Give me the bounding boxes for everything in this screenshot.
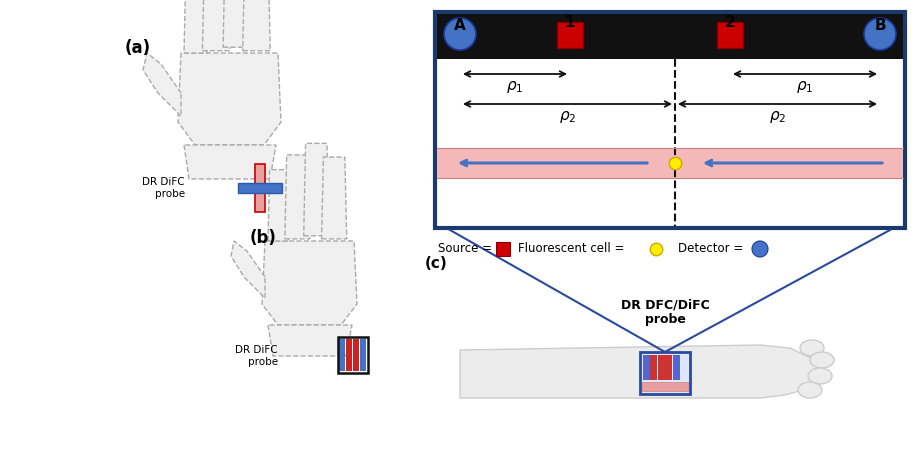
Bar <box>641 382 687 391</box>
Bar <box>346 339 352 371</box>
Bar <box>642 355 650 380</box>
Polygon shape <box>223 0 250 47</box>
Bar <box>359 339 366 371</box>
Ellipse shape <box>809 352 834 368</box>
Polygon shape <box>460 345 819 398</box>
Text: (b): (b) <box>249 229 276 247</box>
Text: B: B <box>873 18 885 33</box>
Bar <box>238 183 282 193</box>
Bar <box>556 22 583 48</box>
Text: Fluorescent cell =: Fluorescent cell = <box>517 243 628 256</box>
Bar <box>437 14 902 52</box>
Text: 1: 1 <box>564 15 574 30</box>
Ellipse shape <box>807 368 831 384</box>
Polygon shape <box>231 241 265 298</box>
Polygon shape <box>202 0 230 51</box>
Bar <box>657 355 664 380</box>
Bar <box>716 22 743 48</box>
Polygon shape <box>262 241 357 325</box>
Circle shape <box>444 18 475 50</box>
Bar <box>437 148 902 178</box>
Text: A: A <box>454 18 465 33</box>
Polygon shape <box>322 157 346 239</box>
Bar <box>255 164 265 212</box>
Polygon shape <box>303 144 329 236</box>
Bar <box>337 337 368 373</box>
Text: $\rho_1$: $\rho_1$ <box>505 79 523 95</box>
Bar <box>338 339 345 371</box>
Bar <box>650 355 657 380</box>
Text: Detector =: Detector = <box>677 243 746 256</box>
Circle shape <box>751 241 767 257</box>
Polygon shape <box>177 53 280 145</box>
Polygon shape <box>184 0 207 53</box>
Bar <box>353 339 358 371</box>
Bar <box>437 52 902 59</box>
Text: (c): (c) <box>425 256 447 270</box>
Polygon shape <box>184 145 276 179</box>
Polygon shape <box>243 0 270 51</box>
Ellipse shape <box>800 340 823 356</box>
Polygon shape <box>267 325 352 356</box>
Text: DR DiFC
probe: DR DiFC probe <box>142 177 185 199</box>
Polygon shape <box>285 155 310 239</box>
Text: $\rho_2$: $\rho_2$ <box>558 109 575 125</box>
Bar <box>673 355 679 380</box>
Bar <box>640 352 689 394</box>
Text: DR DFC/DiFC
probe: DR DFC/DiFC probe <box>620 298 709 326</box>
Text: 2: 2 <box>724 15 734 30</box>
Bar <box>435 12 904 228</box>
Text: DR DiFC
probe: DR DiFC probe <box>235 345 278 367</box>
Circle shape <box>863 18 895 50</box>
Text: (a): (a) <box>125 39 151 57</box>
Text: Source =: Source = <box>437 243 495 256</box>
Polygon shape <box>142 53 181 116</box>
Bar <box>664 355 672 380</box>
Text: $\rho_2$: $\rho_2$ <box>768 109 786 125</box>
Ellipse shape <box>797 382 821 398</box>
Polygon shape <box>267 170 289 241</box>
Bar <box>495 242 509 256</box>
Text: $\rho_1$: $\rho_1$ <box>796 79 812 95</box>
